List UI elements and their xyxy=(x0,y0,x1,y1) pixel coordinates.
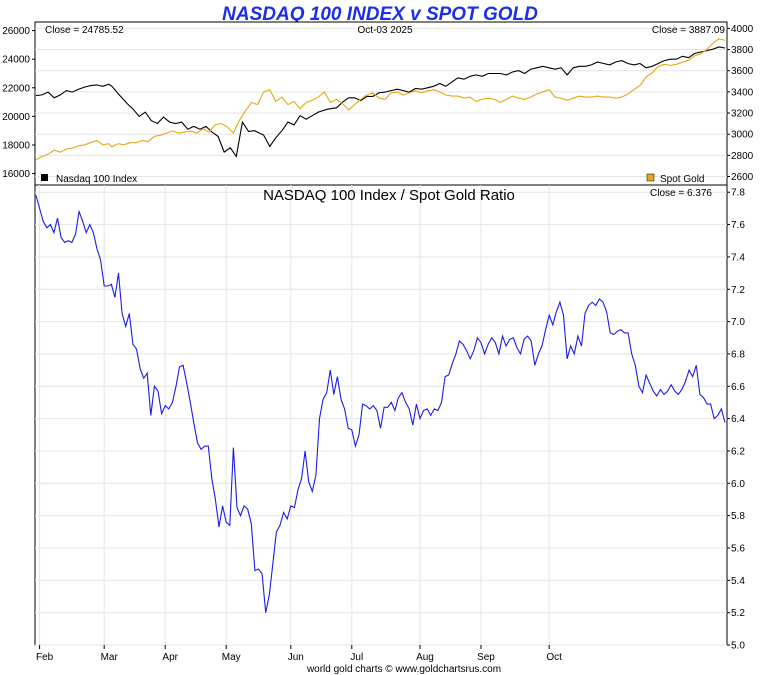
top-left-axis: 16000 18000 20000 22000 24000 26000 xyxy=(2,26,35,180)
right-tick-label: 4000 xyxy=(731,24,754,35)
top-panel: 16000 18000 20000 22000 24000 26000 2600 2800 3… xyxy=(2,21,754,186)
ratio-tick-label: 5.2 xyxy=(731,608,745,619)
x-axis: Feb Mar Apr May Jun Jul Aug Sep Oct xyxy=(36,645,562,663)
x-tick-label: Jul xyxy=(350,652,363,663)
x-tick-label: Jun xyxy=(288,652,304,663)
legend-swatch-nasdaq xyxy=(41,174,48,181)
right-tick-label: 3000 xyxy=(731,130,754,141)
ratio-tick-label: 6.6 xyxy=(731,382,745,393)
bottom-panel: 5.0 5.2 5.4 5.6 5.8 6.0 6.2 6.4 6.6 6.8 7.0 7.2 7.4 7… xyxy=(34,184,745,663)
x-tick-label: Apr xyxy=(162,652,178,663)
legend-label-gold: Spot Gold xyxy=(660,174,704,185)
ratio-tick-label: 7.4 xyxy=(731,252,745,263)
ratio-series-line xyxy=(35,195,726,613)
top-series xyxy=(35,38,726,161)
date-label: Oct-03 2025 xyxy=(357,25,412,36)
x-tick-label: Sep xyxy=(477,652,495,663)
bottom-panel-frame xyxy=(34,184,728,646)
right-tick-label: 3400 xyxy=(731,87,754,98)
ratio-tick-label: 6.4 xyxy=(731,414,745,425)
x-tick-label: Aug xyxy=(416,652,434,663)
ratio-close-label: Close = 6.376 xyxy=(650,188,712,199)
x-tick-label: Feb xyxy=(36,652,54,663)
left-tick-label: 22000 xyxy=(2,83,30,94)
ratio-tick-label: 5.8 xyxy=(731,511,745,522)
left-tick-label: 26000 xyxy=(2,26,30,37)
ratio-subtitle: NASDAQ 100 Index / Spot Gold Ratio xyxy=(263,187,515,204)
bottom-series xyxy=(35,195,726,613)
ratio-tick-label: 5.0 xyxy=(731,641,745,652)
x-tick-label: Oct xyxy=(546,652,562,663)
right-tick-label: 2600 xyxy=(731,172,754,183)
ratio-tick-label: 5.6 xyxy=(731,543,745,554)
legend-swatch-gold xyxy=(646,173,655,182)
right-tick-label: 3800 xyxy=(731,45,754,56)
legend-label-nasdaq: Nasdaq 100 Index xyxy=(56,174,137,185)
top-panel-frame xyxy=(34,21,728,186)
top-gridlines xyxy=(35,27,727,178)
ratio-tick-label: 7.8 xyxy=(731,188,745,199)
nasdaq-series-line xyxy=(35,46,726,158)
ratio-tick-label: 6.2 xyxy=(731,446,745,457)
chart-title: NASDAQ 100 INDEX v SPOT GOLD xyxy=(222,4,538,25)
ratio-tick-label: 7.0 xyxy=(731,317,745,328)
right-tick-label: 2800 xyxy=(731,151,754,162)
x-tick-label: May xyxy=(222,652,241,663)
ratio-tick-label: 6.8 xyxy=(731,349,745,360)
footer-credit: world gold charts © www.goldchartsrus.co… xyxy=(306,664,501,675)
right-tick-label: 3200 xyxy=(731,109,754,120)
left-tick-label: 16000 xyxy=(2,169,30,180)
top-right-axis: 2600 2800 3000 3200 3400 3600 3800 4000 xyxy=(727,24,754,183)
right-tick-label: 3600 xyxy=(731,66,754,77)
ratio-tick-label: 7.6 xyxy=(731,220,745,231)
ratio-tick-label: 5.4 xyxy=(731,576,745,587)
left-tick-label: 18000 xyxy=(2,140,30,151)
x-tick-label: Mar xyxy=(101,652,119,663)
bottom-gridlines xyxy=(35,185,727,646)
right-close-label: Close = 3887.09 xyxy=(652,25,726,36)
gold-series-line xyxy=(35,38,726,161)
left-close-label: Close = 24785.52 xyxy=(45,25,124,36)
ratio-tick-label: 7.2 xyxy=(731,285,745,296)
bottom-right-axis: 5.0 5.2 5.4 5.6 5.8 6.0 6.2 6.4 6.6 6.8 7.0 7.2 7.4 7… xyxy=(727,188,745,652)
left-tick-label: 20000 xyxy=(2,112,30,123)
left-tick-label: 24000 xyxy=(2,55,30,66)
ratio-tick-label: 6.0 xyxy=(731,479,745,490)
